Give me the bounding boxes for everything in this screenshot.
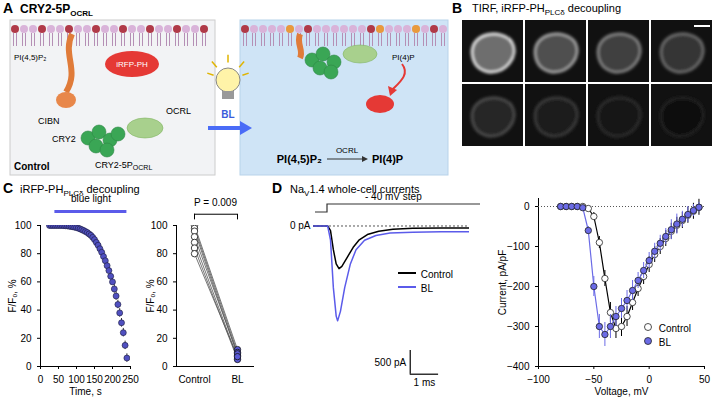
svg-text:CRY2-5POCRL: CRY2-5POCRL (95, 160, 152, 171)
svg-text:−400: −400 (507, 361, 530, 372)
svg-text:150: 150 (86, 374, 103, 385)
svg-text:Control: Control (178, 374, 210, 385)
svg-text:20: 20 (156, 333, 168, 344)
svg-text:500 pA: 500 pA (375, 357, 407, 368)
svg-text:80: 80 (20, 248, 32, 259)
svg-text:CIBN: CIBN (38, 116, 60, 126)
svg-text:200: 200 (104, 374, 121, 385)
svg-text:40: 40 (156, 304, 168, 315)
svg-text:−200: −200 (507, 281, 530, 292)
svg-text:−50: −50 (585, 374, 602, 385)
svg-text:Time, s: Time, s (69, 386, 101, 397)
svg-text:−300: −300 (507, 321, 530, 332)
svg-text:100: 100 (68, 374, 85, 385)
svg-text:100: 100 (15, 220, 32, 231)
svg-text:Control: Control (14, 161, 50, 172)
svg-text:CRY2-5POCRL: CRY2-5POCRL (20, 2, 93, 18)
svg-text:CRY2: CRY2 (52, 134, 76, 144)
svg-text:P = 0.009: P = 0.009 (194, 197, 237, 208)
svg-text:OCRL: OCRL (166, 106, 191, 116)
svg-text:Current, pA/pF: Current, pA/pF (497, 250, 508, 316)
svg-text:−100: −100 (527, 374, 550, 385)
svg-text:PI(4,5)P₂: PI(4,5)P₂ (14, 53, 46, 62)
svg-text:0: 0 (162, 361, 168, 372)
svg-text:0 pA: 0 pA (290, 220, 311, 231)
svg-text:iRFP-PH: iRFP-PH (116, 60, 148, 69)
svg-text:BL: BL (221, 109, 234, 120)
svg-text:50: 50 (699, 374, 711, 385)
svg-text:blue light: blue light (71, 193, 111, 204)
svg-text:60: 60 (20, 276, 32, 287)
svg-text:0: 0 (26, 361, 32, 372)
svg-text:Voltage, mV: Voltage, mV (595, 386, 649, 397)
svg-text:250: 250 (122, 374, 139, 385)
svg-text:F/Fₒ, %: F/Fₒ, % (145, 279, 156, 312)
svg-text:20: 20 (20, 333, 32, 344)
svg-text:−100: −100 (507, 241, 530, 252)
svg-text:PI(4)P: PI(4)P (392, 53, 415, 62)
svg-text:40: 40 (20, 304, 32, 315)
svg-text:100: 100 (151, 220, 168, 231)
svg-text:F/Fₒ, %: F/Fₒ, % (7, 279, 18, 312)
svg-text:PI(4,5)P₂: PI(4,5)P₂ (277, 153, 322, 165)
svg-text:50: 50 (53, 374, 65, 385)
svg-text:PI(4)P: PI(4)P (372, 153, 403, 165)
svg-text:0: 0 (646, 374, 652, 385)
svg-text:0: 0 (38, 374, 44, 385)
svg-text:80: 80 (156, 248, 168, 259)
svg-text:- 40 mV step: - 40 mV step (365, 191, 422, 202)
svg-text:BL: BL (231, 374, 244, 385)
svg-text:60: 60 (156, 276, 168, 287)
svg-text:OCRL: OCRL (336, 146, 359, 155)
svg-text:1 ms: 1 ms (414, 377, 436, 388)
svg-text:0: 0 (524, 201, 530, 212)
